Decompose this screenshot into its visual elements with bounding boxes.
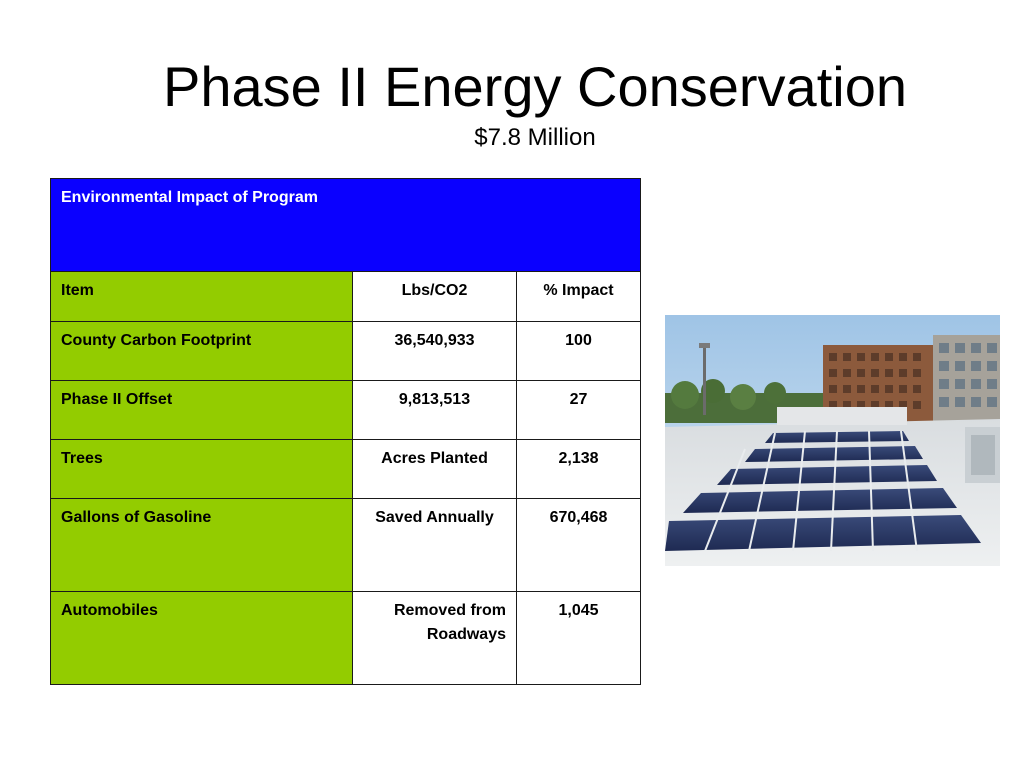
row-item-label: County Carbon Footprint [50,321,353,381]
row-value: 27 [515,380,642,440]
table-header-row: Item Lbs/CO2 % Impact [50,271,642,322]
solar-roof-photo [665,315,1000,566]
table-row: Automobiles Removed from Roadways 1,045 [50,591,642,685]
row-value: 2,138 [515,439,642,499]
column-header-item: Item [50,271,353,322]
row-value: 36,540,933 [352,321,517,381]
row-value: Acres Planted [352,439,517,499]
column-header-pct-impact: % Impact [515,271,642,322]
table-row: Gallons of Gasoline Saved Annually 670,4… [50,498,642,592]
impact-table: Environmental Impact of Program Item Lbs… [49,178,642,685]
row-value: 9,813,513 [352,380,517,440]
table-row: Trees Acres Planted 2,138 [50,439,642,499]
row-value: 1,045 [515,591,642,685]
table-row: County Carbon Footprint 36,540,933 100 [50,321,642,381]
row-value: Removed from Roadways [352,591,517,685]
table-row: Phase II Offset 9,813,513 27 [50,380,642,440]
column-header-lbs-co2: Lbs/CO2 [352,271,517,322]
row-item-label: Trees [50,439,353,499]
slide-subtitle: $7.8 Million [474,124,596,151]
row-value: Saved Annually [352,498,517,592]
row-item-label: Phase II Offset [50,380,353,440]
row-value: 670,468 [515,498,642,592]
row-value: 100 [515,321,642,381]
table-heading-row: Environmental Impact of Program [49,178,642,272]
row-item-label: Automobiles [50,591,353,685]
slide-title: Phase II Energy Conservation [163,55,907,118]
table-heading: Environmental Impact of Program [49,178,642,272]
row-item-label: Gallons of Gasoline [50,498,353,592]
